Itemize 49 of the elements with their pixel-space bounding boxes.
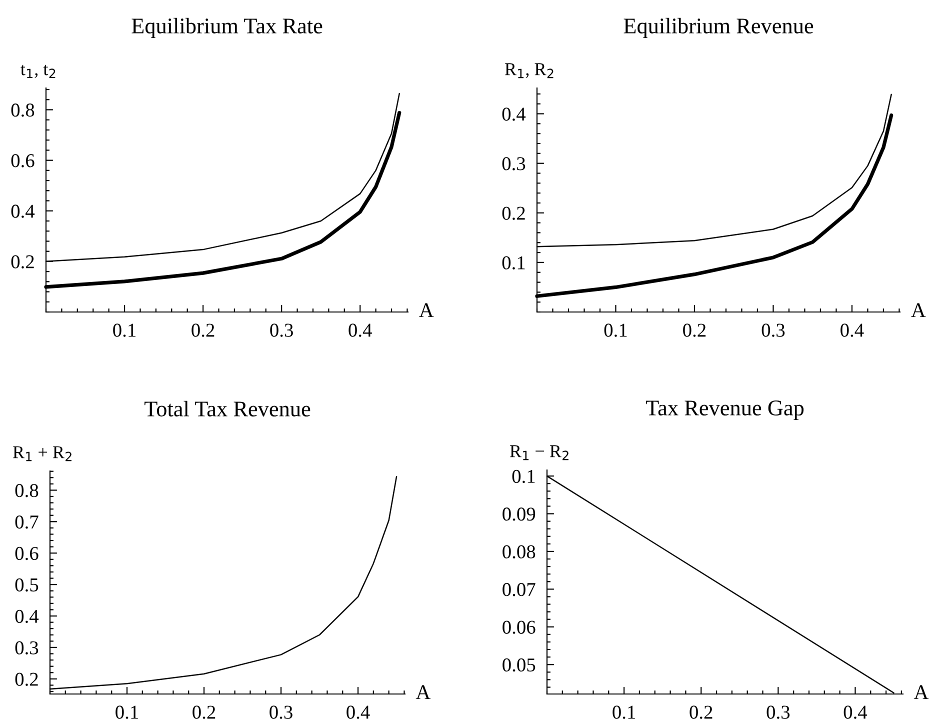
y-tick-label: 0.3: [15, 641, 38, 654]
y-tick-label: 0.09: [502, 508, 536, 521]
x-tick-label: 0.4: [844, 706, 868, 719]
x-tick-label: 0.4: [840, 324, 864, 337]
y-tick-label: 0.8: [15, 484, 38, 498]
y-tick-label: 0.5: [15, 578, 38, 592]
y-tick-label: 0.8: [11, 104, 34, 117]
x-tick-label: 0.2: [192, 324, 214, 337]
x-tick-label: 0.1: [113, 324, 136, 337]
x-tick-label: 0.4: [346, 706, 370, 719]
x-tick-label: 0.3: [270, 706, 292, 719]
x-tick-label: 0.4: [348, 324, 372, 337]
chart-title: Tax Revenue Gap: [646, 400, 804, 420]
y-tick-label: 0.1: [512, 470, 535, 484]
chart-title: Total Tax Revenue: [144, 400, 310, 416]
y-axis-title: R$_{1}$ − R$_{2}$: [510, 445, 568, 460]
y-axis-title: t$_{1}$, t$_{2}$: [20, 64, 56, 78]
x-tick-label: 0.2: [690, 706, 712, 719]
x-axis-title: A: [416, 685, 431, 700]
y-tick-label: 0.1: [502, 256, 525, 270]
x-tick-label: 0.3: [762, 324, 785, 337]
y-tick-label: 0.4: [15, 610, 39, 624]
y-tick-label: 0.05: [502, 658, 536, 672]
x-tick-label: 0.2: [683, 324, 706, 337]
y-tick-label: 0.06: [502, 620, 536, 634]
x-axis-title: A: [914, 685, 929, 700]
x-axis-title: A: [419, 303, 434, 318]
x-tick-label: 0.3: [766, 706, 790, 719]
y-axis-title: R$_{1}$, R$_{2}$: [504, 63, 554, 78]
y-axis-title: R$_{1}$ + R$_{2}$: [12, 446, 72, 462]
y-tick-label: 0.07: [502, 582, 536, 596]
chart-title: Equilibrium Revenue: [624, 18, 814, 38]
x-tick-label: 0.1: [604, 324, 627, 337]
x-tick-label: 0.3: [270, 324, 293, 337]
y-tick-label: 0.2: [11, 255, 34, 268]
y-tick-label: 0.4: [502, 108, 526, 121]
y-tick-label: 0.2: [15, 672, 38, 686]
x-tick-label: 0.1: [116, 706, 138, 719]
y-tick-label: 0.3: [502, 157, 526, 170]
x-tick-label: 0.1: [612, 706, 636, 719]
y-tick-label: 0.4: [11, 204, 35, 218]
y-tick-label: 0.08: [502, 545, 536, 558]
chart-title: Equilibrium Tax Rate: [132, 18, 322, 38]
y-tick-label: 0.6: [15, 546, 38, 560]
x-axis-title: A: [911, 303, 926, 318]
x-tick-label: 0.2: [192, 706, 216, 719]
y-tick-label: 0.7: [15, 515, 38, 529]
y-tick-label: 0.2: [502, 206, 525, 220]
y-tick-label: 0.6: [11, 154, 34, 168]
